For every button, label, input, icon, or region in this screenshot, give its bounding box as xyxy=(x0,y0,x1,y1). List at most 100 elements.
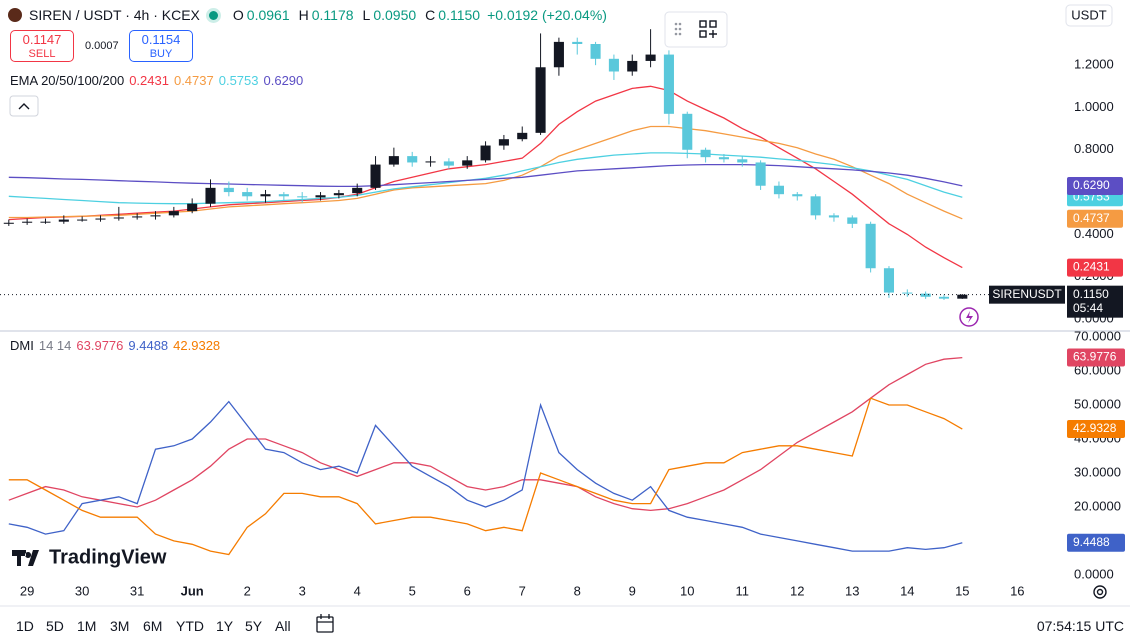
timeframe[interactable]: 1D xyxy=(16,618,34,634)
x-tick-label: 12 xyxy=(790,583,804,598)
dmi-pane: 70.000060.000050.000040.000030.000020.00… xyxy=(8,329,1125,598)
candle-body xyxy=(627,60,638,72)
x-tick-label: 14 xyxy=(900,583,914,598)
candle-body xyxy=(590,44,601,59)
candle-body xyxy=(3,222,14,224)
timeframe[interactable]: 5Y xyxy=(245,618,263,634)
candle-body xyxy=(828,215,839,218)
calendar-icon[interactable] xyxy=(316,614,334,633)
timeframe[interactable]: YTD xyxy=(176,618,204,634)
change: +0.0192 (+20.04%) xyxy=(487,7,607,23)
collapse-button[interactable] xyxy=(9,95,39,117)
candle-body xyxy=(187,203,198,212)
timeframe[interactable]: 1M xyxy=(77,618,97,634)
timeframe[interactable]: 5D xyxy=(46,618,64,634)
ema-value: 0.2431 xyxy=(129,73,169,88)
logo-text: TradingView xyxy=(49,546,167,568)
timeframe[interactable]: 6M xyxy=(143,618,163,634)
buy-price: 0.1154 xyxy=(141,32,181,47)
sell-price: 0.1147 xyxy=(22,32,62,47)
y-tick-label: 70.0000 xyxy=(1074,329,1121,344)
candle-body xyxy=(425,161,436,163)
value-tag-label: 9.4488 xyxy=(1073,535,1110,549)
indicator-line xyxy=(8,152,963,205)
timeframe[interactable]: All xyxy=(275,618,291,634)
dmi-value: 63.9776 xyxy=(76,338,124,353)
candle-body xyxy=(132,216,143,218)
ohlc-key: C xyxy=(425,7,436,23)
x-tick-label: 7 xyxy=(519,583,526,598)
ohlc-key: L xyxy=(362,7,371,23)
y-tick-label: 20.0000 xyxy=(1074,498,1121,513)
candle-body xyxy=(883,268,895,293)
price-pane: 1.20001.00000.80000.40000.20000.0000SIRE… xyxy=(0,29,1123,325)
sell-label: SELL xyxy=(28,48,56,60)
ema-value: 0.5753 xyxy=(218,73,259,88)
x-tick-label: 3 xyxy=(299,583,306,598)
y-tick-label: 1.0000 xyxy=(1074,99,1114,114)
candle-body xyxy=(700,149,711,158)
ohlc-key: O xyxy=(232,7,244,23)
y-tick-label: 1.2000 xyxy=(1074,57,1114,72)
candle-body xyxy=(755,162,766,186)
x-tick-label: 13 xyxy=(845,583,859,598)
candle-body xyxy=(260,194,271,197)
symbol-tag-name: SIRENUSDT xyxy=(992,287,1062,301)
currency-button[interactable] xyxy=(1065,4,1113,27)
timeframe[interactable]: 3M xyxy=(110,618,130,634)
candle-body xyxy=(77,219,88,221)
floating-toolbar[interactable] xyxy=(664,11,728,48)
y-tick-label: 30.0000 xyxy=(1074,464,1121,479)
indicator-params: 14 14 xyxy=(38,338,72,353)
ema-value: 0.4737 xyxy=(173,73,214,88)
candle-body xyxy=(938,296,950,299)
candle-body xyxy=(278,194,289,197)
candle-body xyxy=(205,187,216,204)
x-tick-label: 11 xyxy=(736,583,750,598)
x-tick-label: 30 xyxy=(75,583,89,598)
clock: 07:54:15 UTC xyxy=(1036,618,1124,634)
candle-body xyxy=(572,41,583,44)
candle-body xyxy=(737,159,748,163)
candle-body xyxy=(95,218,106,220)
buy-button[interactable]: 0.1154 BUY xyxy=(129,30,193,62)
tradingview-logo: TradingView xyxy=(12,546,167,568)
sell-button[interactable]: 0.1147 SELL xyxy=(10,30,74,62)
indicator-line xyxy=(8,400,963,552)
x-tick-label: 31 xyxy=(130,583,144,598)
x-tick-label: 6 xyxy=(464,583,471,598)
candle-body xyxy=(920,293,931,297)
value-tag xyxy=(1067,176,1123,195)
candle-body xyxy=(242,192,253,197)
candle-body xyxy=(847,217,858,224)
x-tick-label: 29 xyxy=(20,583,34,598)
value-tag-label: 0.4737 xyxy=(1073,211,1110,225)
value-tag-label: 63.9776 xyxy=(1073,350,1117,364)
y-tick-label: 0.8000 xyxy=(1074,141,1114,156)
candle-body xyxy=(58,219,69,222)
ema-legend: EMA 20/50/100/200 0.2431 0.4737 0.5753 0… xyxy=(10,73,303,88)
settings-icon[interactable] xyxy=(1093,585,1107,599)
candle-body xyxy=(333,193,344,196)
candle-body xyxy=(608,58,619,72)
value-tag xyxy=(1067,420,1125,439)
candle-body xyxy=(297,196,308,198)
x-tick-label: Jun xyxy=(181,583,204,598)
price-tag-label: 0.1150 xyxy=(1073,287,1109,301)
dmi-value: 42.9328 xyxy=(173,338,221,353)
candle-body xyxy=(553,41,564,68)
candle-body xyxy=(902,292,913,294)
ohlc-value: 0.0961 xyxy=(246,7,290,23)
currency[interactable]: USDT xyxy=(1071,7,1106,22)
candle-body xyxy=(407,156,418,163)
alert-icon[interactable] xyxy=(959,307,979,327)
timeframe[interactable]: 1Y xyxy=(216,618,234,634)
symbol-header: SIREN / USDT · 4h · KCEX O 0.0961 H 0.1178… xyxy=(8,5,607,25)
y-tick-label: 0.4000 xyxy=(1074,226,1114,241)
x-tick-label: 16 xyxy=(1010,583,1024,598)
value-tag-label: 42.9328 xyxy=(1073,421,1117,435)
x-tick-label: 15 xyxy=(955,583,969,598)
candle-body xyxy=(517,132,528,140)
candle-body xyxy=(663,54,674,114)
